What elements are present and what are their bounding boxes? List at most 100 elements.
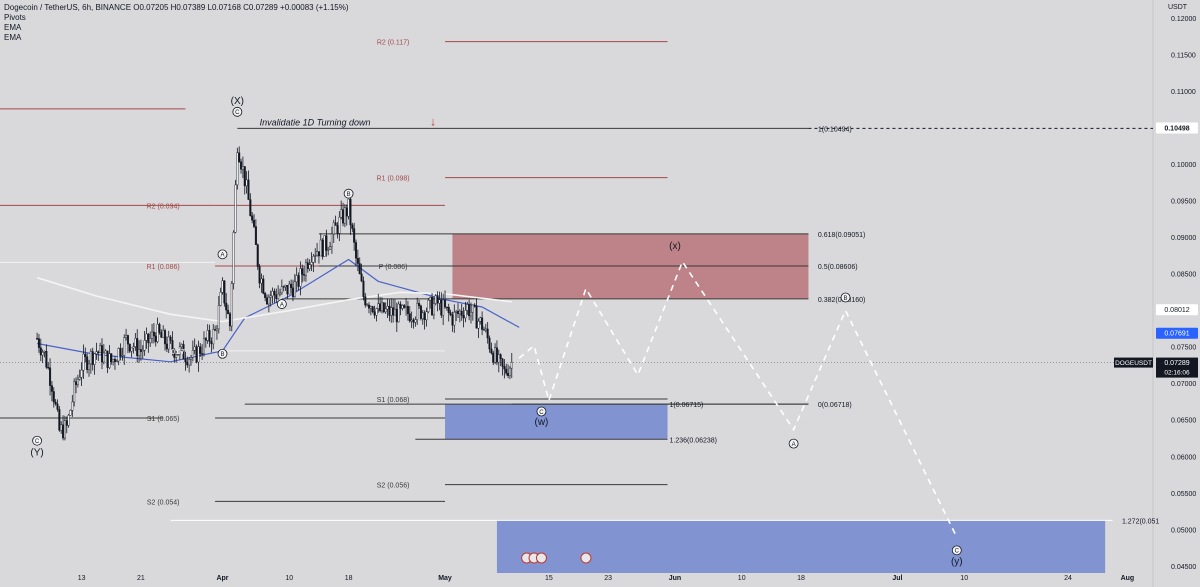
candle-body [297, 275, 300, 287]
target-zone[interactable] [445, 404, 668, 440]
wave-label[interactable]: (Y) [30, 448, 43, 459]
time-tick-label: May [438, 575, 452, 582]
candle-body [479, 317, 482, 322]
candle-body [271, 290, 274, 297]
candle-body [162, 330, 165, 338]
ema-line[interactable] [36, 258, 520, 363]
price-tag[interactable] [1156, 304, 1198, 316]
candle-body [431, 297, 434, 316]
wave-label[interactable]: (X) [231, 96, 244, 107]
wave-label[interactable]: C [539, 410, 544, 416]
candle-body [323, 235, 326, 257]
wave-label[interactable]: A [792, 442, 796, 448]
time-tick-label: 10 [960, 575, 968, 582]
symbol-tag[interactable] [1114, 357, 1153, 368]
candle-body [484, 328, 487, 331]
wave-label-circle [536, 406, 547, 417]
annotation-text[interactable]: Invalidatie 1D Turning down [260, 117, 371, 127]
wave-label[interactable]: (x) [669, 241, 681, 252]
candle-body [264, 293, 267, 299]
fib-level-label: 0.618(0.09051) [818, 232, 865, 239]
candle-body [427, 300, 430, 312]
candle-body [286, 285, 289, 295]
ema-line[interactable] [36, 276, 512, 323]
candle-body [230, 283, 233, 327]
price-tick-label: 0.09500 [1171, 198, 1196, 205]
indicator-ema-label[interactable]: EMA [4, 23, 22, 32]
candle-body [121, 355, 124, 357]
wave-label[interactable]: C [235, 110, 240, 116]
chart-legend: Dogecoin / TetherUS, 6h, BINANCE O0.0720… [4, 3, 349, 43]
candle-body [316, 251, 319, 256]
indicator-pivots-label[interactable]: Pivots [4, 13, 26, 22]
candle-body [340, 209, 343, 218]
wave-label[interactable]: C [955, 549, 960, 555]
time-tick-label: Jun [669, 575, 681, 582]
candle-body [453, 312, 456, 326]
candle-body [343, 207, 346, 224]
pivot-level-label: R2 (0.094) [147, 203, 180, 210]
candle-body [306, 262, 309, 269]
candle-body [251, 215, 254, 221]
candle-body [273, 290, 276, 296]
target-zone[interactable] [496, 520, 1106, 573]
candle-body [221, 280, 224, 293]
indicator-ema2-label[interactable]: EMA [4, 33, 22, 42]
projection-path[interactable] [518, 259, 958, 538]
currency-label: USDT [1168, 4, 1188, 11]
symbol-ohlc-line[interactable]: Dogecoin / TetherUS, 6h, BINANCE O0.0720… [4, 3, 349, 12]
candle-body [347, 198, 350, 217]
candle-body [47, 367, 50, 369]
candle-body [434, 295, 437, 304]
wave-label[interactable]: (y) [951, 557, 963, 568]
candle-body [208, 330, 211, 342]
candle-body [406, 306, 409, 314]
candle-body [330, 233, 333, 247]
price-tag[interactable] [1156, 327, 1198, 339]
price-tick-label: 0.05000 [1171, 527, 1196, 534]
wave-label[interactable]: A [280, 302, 284, 308]
candle-body [451, 314, 454, 326]
wave-label[interactable]: C [35, 439, 40, 445]
price-tag-value: 0.08012 [1164, 307, 1189, 314]
candle-body [290, 283, 293, 289]
price-tag[interactable] [1156, 122, 1198, 134]
candle-body [141, 350, 144, 352]
candle-body [505, 368, 508, 374]
candle-body [304, 262, 307, 276]
event-marker-icon[interactable] [580, 552, 592, 564]
candle-body [188, 359, 191, 366]
wave-label[interactable]: B [347, 192, 351, 198]
last-price-tag[interactable] [1156, 357, 1198, 378]
candle-body [436, 295, 439, 304]
price-axis[interactable] [1153, 0, 1200, 587]
candle-body [182, 344, 185, 360]
candle-body [438, 299, 441, 304]
wave-label[interactable]: A [221, 253, 225, 259]
candle-body [167, 336, 170, 350]
candle-body [501, 358, 504, 367]
wave-label[interactable]: (w) [534, 417, 548, 428]
last-price-value: 0.07289 [1164, 360, 1189, 367]
wave-label[interactable]: B [221, 352, 225, 358]
candle-body [102, 352, 105, 363]
price-tick-label: 0.07000 [1171, 381, 1196, 388]
time-tick-label: 10 [285, 575, 293, 582]
candle-body [410, 319, 413, 322]
symbol-tag-label: DOGEUSDT [1115, 360, 1152, 367]
candle-body [392, 307, 395, 316]
candle-body [336, 225, 339, 234]
annotation-text[interactable]: ↓ [430, 114, 436, 128]
candle-body [477, 321, 480, 329]
event-marker-icon[interactable] [535, 552, 547, 564]
candle-body [136, 338, 139, 357]
wave-label[interactable]: B [844, 296, 848, 302]
candle-body [238, 152, 241, 163]
candle-body [299, 268, 302, 287]
time-tick-label: 15 [545, 575, 553, 582]
time-tick-label: Aug [1121, 575, 1135, 582]
candle-body [358, 263, 361, 275]
wave-label-circle [840, 292, 851, 303]
candle-body [97, 351, 100, 354]
